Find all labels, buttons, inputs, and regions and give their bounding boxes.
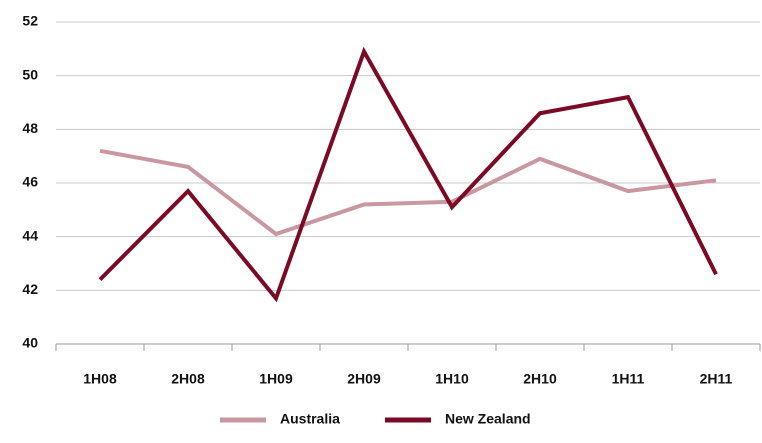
x-tick-label: 2H11: [700, 371, 733, 387]
x-tick-label: 2H09: [347, 371, 381, 387]
y-tick-label: 46: [22, 174, 38, 190]
x-tick-label: 2H10: [523, 371, 557, 387]
y-tick-label: 52: [22, 13, 38, 29]
y-tick-label: 48: [22, 120, 38, 136]
x-tick-label: 1H09: [259, 371, 293, 387]
series-line: [98, 46, 718, 303]
x-tick-label: 2H08: [171, 371, 205, 387]
legend-label: Australia: [280, 411, 340, 427]
series-line: [99, 148, 717, 237]
y-tick-label: 50: [22, 66, 38, 82]
x-tick-label: 1H11: [612, 371, 645, 387]
y-tick-label: 44: [22, 227, 38, 243]
x-tick-label: 1H10: [435, 371, 469, 387]
x-tick-label: 1H08: [83, 371, 117, 387]
y-tick-label: 42: [22, 281, 38, 297]
legend-label: New Zealand: [445, 411, 531, 427]
y-tick-label: 40: [22, 335, 38, 351]
